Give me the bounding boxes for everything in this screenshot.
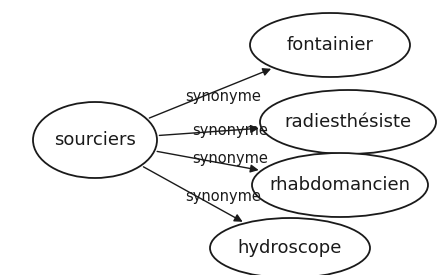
Ellipse shape (252, 153, 428, 217)
Ellipse shape (33, 102, 157, 178)
Text: synonyme: synonyme (192, 150, 268, 166)
Text: fontainier: fontainier (286, 36, 373, 54)
Text: hydroscope: hydroscope (238, 239, 342, 257)
Ellipse shape (250, 13, 410, 77)
Text: synonyme: synonyme (185, 89, 261, 103)
Text: rhabdomancien: rhabdomancien (269, 176, 410, 194)
Text: synonyme: synonyme (185, 188, 261, 204)
Ellipse shape (260, 90, 436, 154)
Text: radiesthésiste: radiesthésiste (285, 113, 412, 131)
Ellipse shape (210, 218, 370, 275)
Text: synonyme: synonyme (192, 122, 268, 138)
Text: sourciers: sourciers (54, 131, 136, 149)
